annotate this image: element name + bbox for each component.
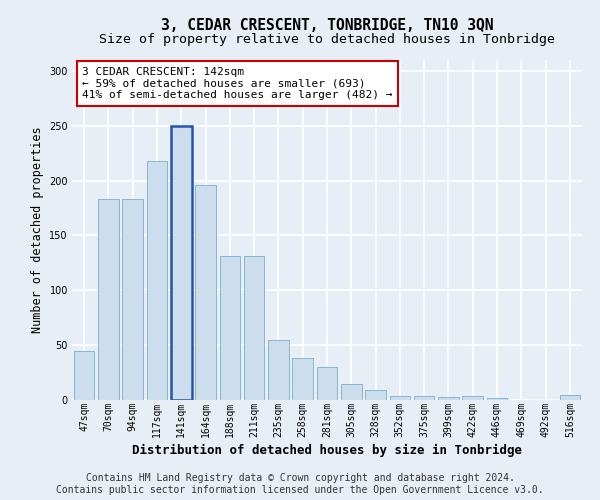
Bar xyxy=(268,340,289,400)
Bar xyxy=(146,161,167,400)
Text: Contains HM Land Registry data © Crown copyright and database right 2024.
Contai: Contains HM Land Registry data © Crown c… xyxy=(56,474,544,495)
Bar xyxy=(463,396,483,400)
Bar xyxy=(317,367,337,400)
Bar xyxy=(171,126,191,400)
Bar xyxy=(341,384,362,400)
Bar xyxy=(122,200,143,400)
Bar xyxy=(414,396,434,400)
Bar xyxy=(487,398,508,400)
Bar xyxy=(292,358,313,400)
Bar xyxy=(365,390,386,400)
Bar xyxy=(98,200,119,400)
Y-axis label: Number of detached properties: Number of detached properties xyxy=(31,126,44,334)
Bar xyxy=(74,350,94,400)
Text: 3 CEDAR CRESCENT: 142sqm
← 59% of detached houses are smaller (693)
41% of semi-: 3 CEDAR CRESCENT: 142sqm ← 59% of detach… xyxy=(82,67,392,100)
Text: Size of property relative to detached houses in Tonbridge: Size of property relative to detached ho… xyxy=(99,32,555,46)
Bar xyxy=(195,185,216,400)
Bar xyxy=(220,256,240,400)
Bar xyxy=(389,396,410,400)
Bar xyxy=(560,394,580,400)
Bar xyxy=(244,256,265,400)
X-axis label: Distribution of detached houses by size in Tonbridge: Distribution of detached houses by size … xyxy=(132,444,522,456)
Text: 3, CEDAR CRESCENT, TONBRIDGE, TN10 3QN: 3, CEDAR CRESCENT, TONBRIDGE, TN10 3QN xyxy=(161,18,493,32)
Bar xyxy=(438,396,459,400)
